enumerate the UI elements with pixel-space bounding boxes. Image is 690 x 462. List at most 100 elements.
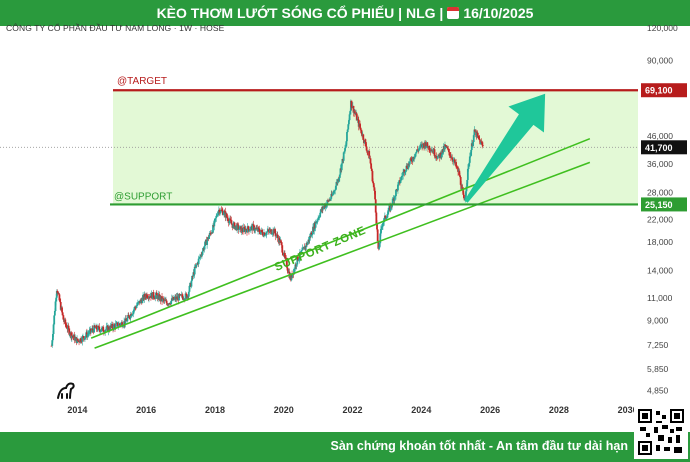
candle-body: [373, 187, 376, 191]
y-tick-label: 11,000: [647, 293, 673, 303]
candle-body: [152, 292, 155, 298]
candle-body: [414, 153, 417, 157]
candle-body: [253, 230, 256, 232]
candle-body: [348, 120, 350, 125]
candle-body: [314, 221, 317, 228]
candle-body: [382, 223, 384, 227]
header-banner: KÈO THƠM LƯỚT SÓNG CỔ PHIẾU | NLG | 16/1…: [0, 0, 690, 26]
candle-body: [229, 218, 232, 221]
candle-body: [387, 211, 390, 215]
candle-body: [376, 223, 378, 230]
candle-body: [386, 214, 389, 218]
candle-body: [238, 226, 241, 230]
candle-body: [375, 212, 378, 224]
candle-body: [131, 313, 134, 315]
candle-body: [78, 340, 80, 342]
candle-body: [425, 146, 427, 148]
candle-body: [90, 330, 93, 332]
candle-body: [271, 233, 274, 235]
candle-body: [102, 326, 105, 332]
target-price-tag-box: [641, 83, 687, 98]
candle-body: [400, 176, 403, 178]
candle-body: [340, 163, 343, 171]
candle-body: [472, 142, 474, 147]
candle-body: [301, 247, 304, 251]
candle-body: [480, 141, 482, 145]
candle-body: [65, 325, 68, 329]
candle-body: [195, 264, 197, 267]
candle-body: [410, 158, 412, 160]
candle-body: [346, 132, 348, 142]
candle-body: [424, 142, 427, 148]
candle-body: [404, 172, 407, 174]
candle-body: [81, 336, 84, 342]
candle-body: [133, 309, 135, 311]
candle-body: [481, 142, 484, 146]
candle-body: [78, 341, 81, 343]
candle-body: [201, 251, 204, 255]
qr-code-icon[interactable]: [634, 405, 688, 459]
candle-body: [222, 213, 225, 215]
candle-body: [359, 123, 361, 128]
candle-body: [331, 193, 334, 196]
candle-body: [274, 229, 276, 234]
candle-body: [225, 213, 228, 218]
candle-body: [199, 254, 202, 257]
candle-body: [129, 317, 131, 319]
candle-body: [148, 296, 150, 299]
candle-body: [448, 152, 451, 156]
candle-body: [391, 198, 394, 205]
x-tick-label: 2026: [480, 405, 500, 415]
candle-body: [400, 176, 403, 181]
candle-body: [165, 300, 168, 304]
candle-body: [429, 149, 431, 151]
candle-body: [334, 185, 337, 190]
candle-body: [245, 229, 248, 231]
candle-body: [50, 345, 53, 347]
candle-body: [357, 118, 359, 120]
candle-body: [237, 225, 240, 230]
target-price-tag-text: 69,100: [645, 86, 673, 96]
candle-body: [118, 323, 121, 325]
candle-body: [282, 252, 284, 255]
candle-body: [403, 169, 406, 174]
candle-body: [447, 148, 450, 150]
candle-body: [132, 310, 135, 314]
candle-body: [347, 124, 350, 130]
candle-body: [253, 225, 256, 231]
candle-body: [270, 233, 273, 235]
candle-body: [393, 196, 396, 201]
candle-body: [481, 145, 484, 147]
candle-body: [99, 330, 102, 332]
candle-body: [257, 227, 260, 230]
candle-body: [97, 326, 99, 331]
candle-body: [139, 299, 142, 304]
candle-body: [100, 330, 103, 332]
candle-body: [105, 326, 108, 330]
candle-body: [241, 228, 244, 232]
candle-body: [99, 329, 101, 332]
candle-body: [236, 224, 239, 226]
current-price-tag-box: [641, 140, 687, 155]
candle-body: [199, 256, 201, 258]
candle-body: [294, 264, 297, 270]
candle-body: [468, 162, 471, 165]
candle-body: [117, 323, 120, 326]
candle-body: [417, 148, 420, 151]
candle-body: [213, 220, 216, 227]
candle-body: [456, 166, 459, 168]
candle-body: [344, 146, 347, 149]
candle-body: [438, 154, 441, 156]
candle-body: [109, 325, 112, 331]
candle-body: [297, 259, 300, 261]
candle-body: [332, 193, 335, 194]
candle-body: [406, 165, 408, 169]
candle-body: [67, 325, 70, 329]
candle-body: [221, 210, 224, 215]
candle-body: [58, 294, 61, 301]
candle-body: [370, 163, 373, 169]
candle-body: [257, 227, 259, 231]
candle-body: [208, 236, 210, 239]
candle-body: [459, 176, 462, 185]
candle-body: [88, 330, 91, 334]
